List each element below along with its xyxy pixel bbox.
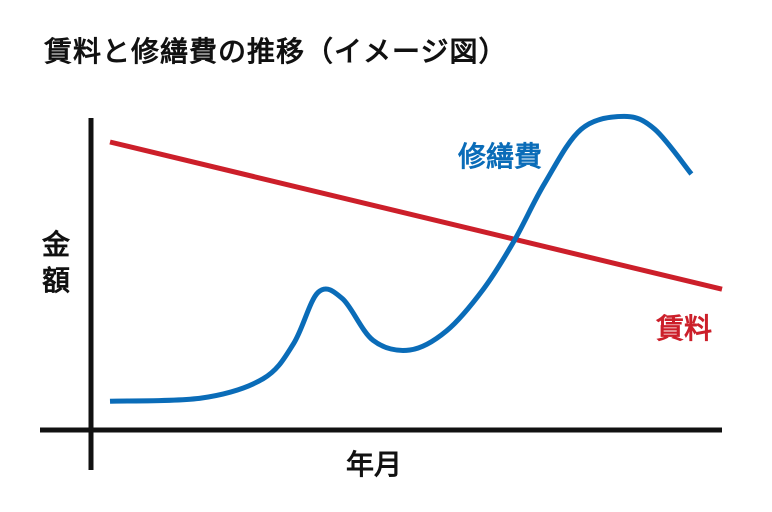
y-axis-label-char-1: 金: [41, 228, 71, 261]
axes: [40, 118, 722, 470]
series-line-rent: [109, 139, 723, 292]
series-label-rent: 賃料: [655, 312, 712, 345]
y-axis-label-char-2: 額: [42, 264, 70, 297]
chart-title: 賃料と修繕費の推移（イメージ図）: [44, 35, 508, 68]
series-line-repair: [109, 113, 694, 404]
x-axis-label: 年月: [346, 448, 402, 481]
series-label-repair: 修繕費: [457, 140, 542, 173]
series-layer: [109, 113, 723, 404]
y-axis-label: 金 額: [41, 228, 71, 297]
